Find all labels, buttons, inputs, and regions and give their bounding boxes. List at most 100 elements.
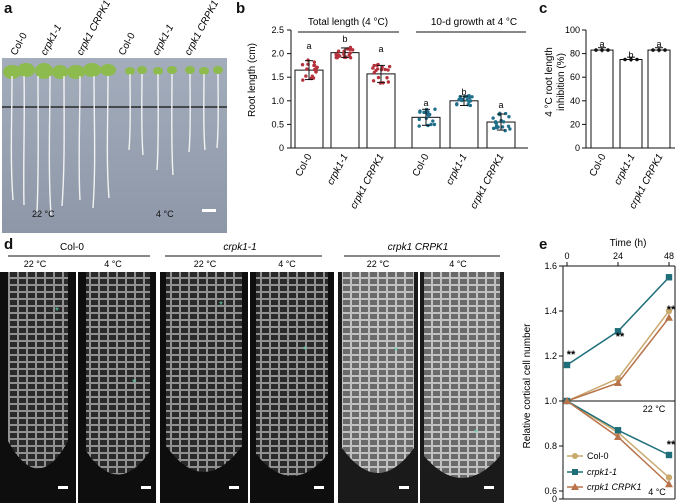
b-dot bbox=[417, 124, 421, 128]
b-sig-4: a bbox=[423, 98, 428, 108]
panel-label-e: e bbox=[539, 236, 548, 253]
e-sig-1: ** bbox=[567, 349, 576, 361]
b-xlabel-3: crpk1 CRPK1 bbox=[348, 152, 386, 211]
d-temp-4: 4 °C bbox=[278, 259, 296, 269]
b-dot bbox=[494, 126, 498, 130]
a-genotype-label-3: crpk1 CRPK1 bbox=[75, 0, 113, 57]
e-xtick-label: 48 bbox=[664, 251, 674, 261]
e-xlabel: Time (h) bbox=[610, 238, 647, 249]
e-ticks: 00.60.81.01.21.41.61.802448 bbox=[544, 251, 674, 503]
panel-a-seedlings: Col-0 crpk1-1 crpk1 CRPK1 Col-0 crpk1-1 … bbox=[2, 0, 227, 233]
e-label-4: 4 °C bbox=[648, 487, 666, 497]
b-xlabel-2: crpk1-1 bbox=[325, 152, 350, 187]
e-point bbox=[614, 433, 622, 440]
micrograph-4: * bbox=[250, 272, 334, 503]
micrograph-3: * bbox=[160, 272, 248, 503]
e-legend: Col-0 crpk1-1 crpk1 CRPK1 bbox=[567, 451, 642, 492]
c-dot bbox=[629, 57, 633, 62]
b-dot bbox=[470, 95, 474, 99]
d-temp-1: 22 °C bbox=[24, 259, 47, 269]
c-bar bbox=[590, 49, 614, 149]
e-point bbox=[665, 307, 673, 315]
c-dot bbox=[594, 48, 598, 52]
b-dot bbox=[506, 124, 511, 128]
b-dot bbox=[301, 78, 305, 82]
b-dot bbox=[383, 67, 387, 72]
b-dot bbox=[348, 55, 353, 60]
e-ytick-label: 1.0 bbox=[544, 396, 557, 406]
e-ytick-label: 0.6 bbox=[544, 486, 557, 496]
d-genotype-3: crpk1 CRPK1 bbox=[388, 242, 449, 253]
b-xlabel-4: Col-0 bbox=[411, 152, 432, 179]
a-genotype-label-2: crpk1-1 bbox=[39, 23, 64, 58]
b-dot bbox=[468, 103, 473, 108]
e-point bbox=[614, 427, 622, 434]
b-dot bbox=[335, 55, 339, 60]
c-ytick-label: 100 bbox=[565, 25, 580, 35]
b-dot bbox=[305, 67, 309, 71]
panel-label-c: c bbox=[539, 0, 548, 17]
b-ytick-label: 2.0 bbox=[271, 49, 284, 59]
b-dot bbox=[491, 116, 495, 120]
b-dot bbox=[507, 115, 511, 119]
b-dot bbox=[432, 122, 437, 127]
e-point bbox=[563, 397, 571, 404]
a-genotype-label-1: Col-0 bbox=[9, 31, 30, 58]
micrograph-1: * bbox=[0, 272, 76, 503]
d-marker-5: * bbox=[394, 346, 398, 357]
b-dot bbox=[312, 63, 317, 67]
e-legend-marker-col0 bbox=[572, 453, 578, 459]
c-sig-1: a bbox=[599, 39, 604, 49]
b-dot bbox=[467, 100, 471, 104]
e-point bbox=[665, 480, 673, 488]
b-ytick-label: 1.5 bbox=[271, 72, 284, 82]
c-sig-2: b bbox=[628, 50, 633, 60]
e-legend-col0: Col-0 bbox=[587, 451, 609, 461]
e-point bbox=[614, 328, 622, 335]
b-sig-1: a bbox=[306, 41, 311, 51]
b-ytick-label: 0 bbox=[279, 143, 284, 153]
micrograph-5: * bbox=[338, 272, 418, 503]
b-ytick-label: 1.0 bbox=[271, 96, 284, 106]
b-dot bbox=[376, 75, 381, 80]
c-dot bbox=[651, 48, 655, 52]
b-dot bbox=[491, 126, 496, 131]
c-ytick-label: 40 bbox=[570, 96, 580, 106]
c-ylabel-line2: inhibition (%) bbox=[556, 53, 567, 111]
e-series-line bbox=[566, 276, 670, 366]
e-xtick-label: 24 bbox=[613, 251, 623, 261]
b-sig-2: b bbox=[342, 34, 347, 44]
b-dot bbox=[386, 80, 391, 84]
micrograph-2: * bbox=[78, 272, 156, 503]
e-sig-3: ** bbox=[667, 304, 676, 316]
c-ytick-label: 20 bbox=[570, 119, 580, 129]
b-dot bbox=[455, 102, 459, 107]
b-ytick-label: 2.5 bbox=[271, 25, 284, 35]
e-legend-marker-comp bbox=[571, 483, 579, 490]
d-marker-3: * bbox=[219, 300, 223, 311]
scale-bar bbox=[202, 209, 216, 212]
e-sig-4: ** bbox=[667, 439, 676, 451]
e-ytick-label: 1.4 bbox=[544, 306, 557, 316]
b-dot bbox=[336, 49, 341, 53]
seedling-leaves bbox=[3, 63, 223, 79]
c-sig-3: a bbox=[656, 39, 661, 49]
e-point bbox=[614, 379, 622, 386]
micrograph-6: * bbox=[420, 272, 504, 503]
b-dot bbox=[422, 110, 426, 115]
e-legend-crpk1: crpk1-1 bbox=[587, 467, 617, 477]
c-ylabel-line1: 4 °C root length bbox=[544, 47, 555, 117]
b-group2-title: 10-d growth at 4 °C bbox=[431, 17, 517, 28]
e-sig-2: ** bbox=[616, 331, 625, 343]
c-dot bbox=[663, 48, 667, 52]
panel-e-chart: Time (h) Relative cortical cell number 0… bbox=[522, 238, 676, 503]
b-bar bbox=[449, 100, 479, 149]
d-temp-5: 22 °C bbox=[367, 259, 390, 269]
b-dot bbox=[372, 63, 376, 68]
b-bar bbox=[366, 73, 396, 149]
a-temp-left: 22 °C bbox=[32, 209, 55, 219]
e-ylabel: Relative cortical cell number bbox=[522, 323, 533, 449]
c-dot bbox=[657, 48, 661, 52]
d-temp-3: 22 °C bbox=[194, 259, 217, 269]
c-bar bbox=[619, 59, 643, 149]
